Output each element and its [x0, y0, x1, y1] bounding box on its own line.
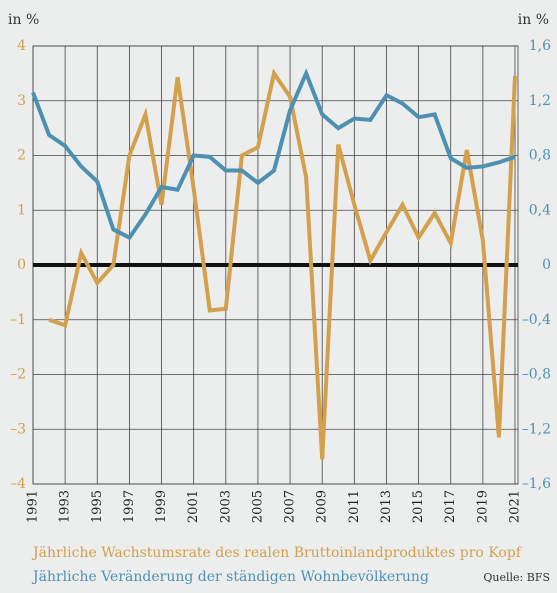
x-tick-label: 1995 [90, 490, 105, 523]
y-tick-label: 4 [17, 38, 26, 54]
x-tick-label: 2001 [186, 490, 201, 523]
y2-tick-label: –1,2 [522, 421, 551, 437]
y2-tick-label: 1,6 [529, 38, 551, 54]
y-tick-label: 0 [17, 257, 26, 273]
y-tick-label: –2 [10, 367, 26, 383]
series-line [31, 68, 516, 241]
legend-entry: Jährliche Veränderung der ständigen Wohn… [31, 569, 429, 585]
y-tick-label: –4 [10, 476, 26, 492]
x-tick-label: 2013 [379, 490, 394, 523]
y2-tick-label: 1,2 [529, 93, 551, 109]
x-tick-label: 1993 [58, 490, 73, 523]
x-tick-label: 2011 [347, 490, 362, 523]
y-tick-label: –3 [10, 421, 26, 437]
y2-tick-label: –0,4 [522, 312, 551, 328]
y2-axis-label: in % [518, 12, 549, 28]
y2-tick-label: 0 [542, 257, 551, 273]
x-tick-label: 2009 [315, 490, 330, 523]
x-tick-label: 2017 [443, 490, 458, 523]
y2-tick-label: –0,8 [522, 367, 551, 383]
y-tick-label: 3 [17, 93, 26, 109]
x-tick-label: 1999 [154, 490, 169, 523]
y-tick-label: 2 [17, 148, 26, 164]
y-axis-label: in % [8, 12, 39, 28]
x-tick-label: 2005 [250, 490, 265, 523]
y2-tick-label: 0,8 [529, 148, 551, 164]
x-tick-label: 2019 [475, 490, 490, 523]
x-tick-label: 1991 [26, 490, 41, 523]
x-tick-label: 2003 [218, 490, 233, 523]
x-tick-label: 2007 [283, 490, 298, 523]
x-tick-label: 1997 [122, 490, 137, 523]
x-tick-label: 2021 [508, 490, 523, 523]
series-line [48, 68, 517, 460]
y-tick-label: 1 [17, 202, 26, 218]
y2-tick-label: –1,6 [522, 476, 551, 492]
x-tick-label: 2015 [411, 490, 426, 523]
source: Quelle: BFS [483, 571, 550, 584]
legend-entry: Jährliche Wachstumsrate des realen Brutt… [31, 545, 523, 561]
y2-tick-label: 0,4 [529, 202, 551, 218]
y-tick-label: –1 [10, 312, 26, 328]
